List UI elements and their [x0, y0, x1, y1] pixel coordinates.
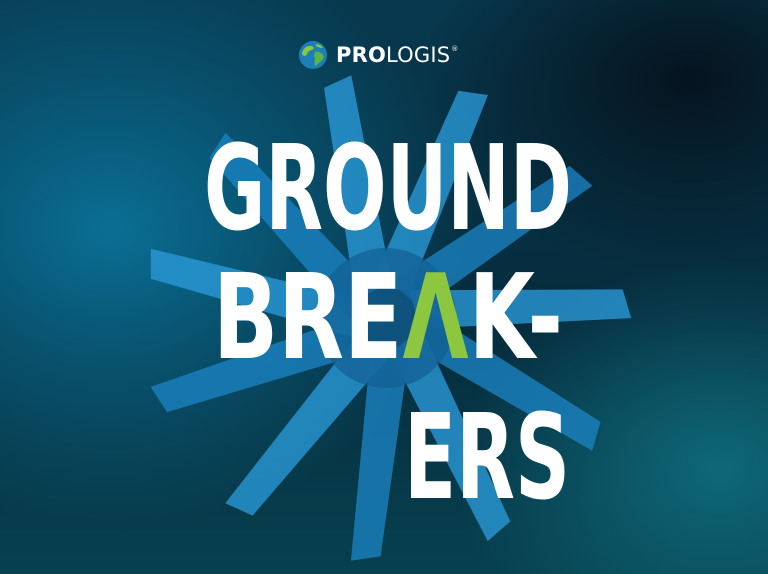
- star-ray: [370, 90, 489, 292]
- star-ray: [409, 289, 632, 329]
- star-ray: [225, 337, 392, 516]
- brand-bold: PRO: [336, 43, 387, 67]
- title-line-2: BREΛK-: [213, 248, 563, 386]
- brand-light: LOGIS: [386, 43, 451, 67]
- brand-name: PROLOGIS: [336, 40, 450, 70]
- title-accent-letter: Λ: [402, 248, 468, 386]
- star-ray: [390, 166, 593, 309]
- prologis-logo: PROLOGIS ®: [298, 40, 458, 70]
- star-core: [316, 248, 456, 388]
- star-ray: [324, 75, 392, 300]
- star-ray: [150, 248, 357, 339]
- title-line-1: GROUND: [204, 119, 572, 257]
- star-ray: [409, 307, 601, 451]
- star-ray: [209, 132, 372, 319]
- title-line-2-start: BRE: [213, 248, 402, 386]
- title-line-2-end: K-: [469, 248, 563, 386]
- star-ray: [350, 344, 411, 561]
- star-ray: [150, 317, 372, 413]
- title-line-3: ERS: [404, 388, 570, 526]
- registered-mark: ®: [451, 45, 459, 53]
- globe-icon: [299, 41, 327, 69]
- star-ray: [390, 327, 511, 542]
